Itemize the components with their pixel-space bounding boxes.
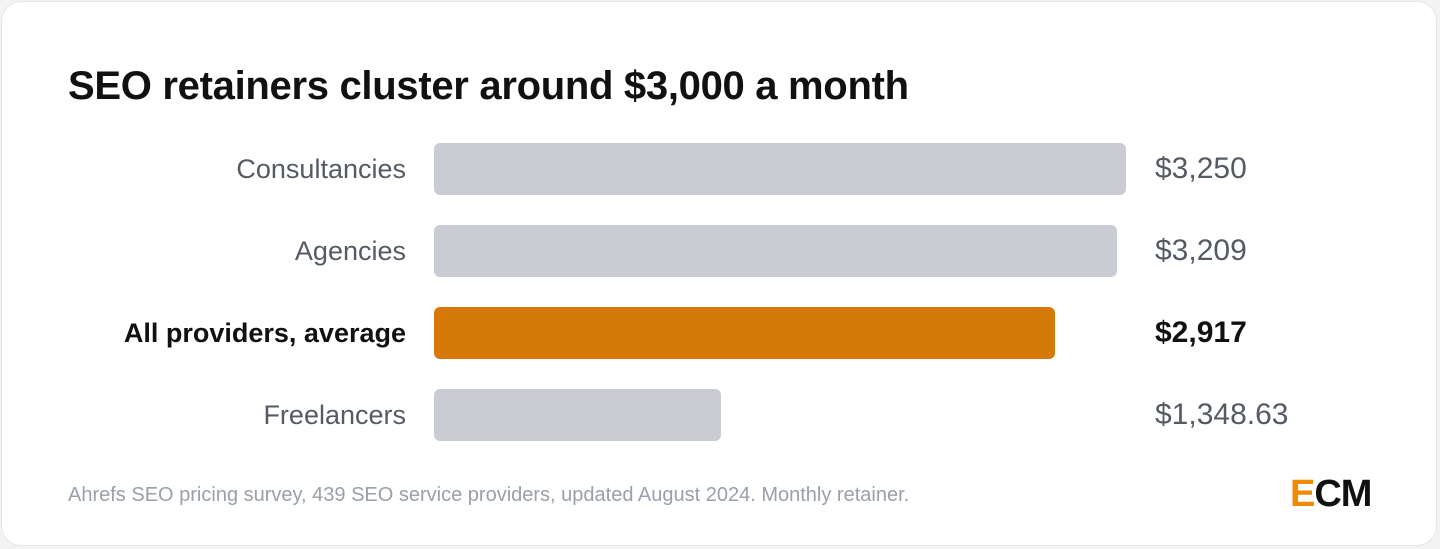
category-label: Freelancers [263,400,406,430]
value-label: $3,250 [1155,152,1247,185]
category-label: Agencies [294,236,406,266]
bar [434,307,1055,359]
bar [434,225,1117,277]
value-label: $3,209 [1155,234,1247,267]
logo-letters-cm: CM [1314,473,1372,515]
category-label: Consultancies [236,154,406,184]
value-label: $1,348.63 [1155,398,1289,431]
value-label: $2,917 [1155,316,1247,349]
source-footnote: Ahrefs SEO pricing survey, 439 SEO servi… [68,484,910,506]
logo-letter-e: E [1290,473,1315,515]
bar [434,389,721,441]
category-label: All providers, average [123,318,406,348]
bar [434,143,1126,195]
brand-logo: ECM [1290,472,1372,516]
chart-title: SEO retainers cluster around $3,000 a mo… [68,64,909,108]
